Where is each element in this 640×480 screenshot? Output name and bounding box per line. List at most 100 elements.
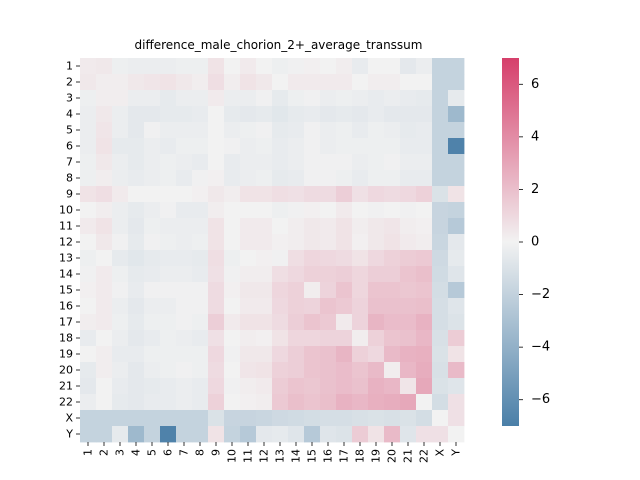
heatmap-cell-22-X bbox=[432, 394, 449, 411]
heatmap-cell-8-11 bbox=[240, 170, 257, 187]
heatmap-cell-Y-2 bbox=[96, 426, 113, 443]
heatmap-cell-20-X bbox=[432, 362, 449, 379]
heatmap-cell-5-5 bbox=[144, 122, 161, 139]
heatmap-cell-19-4 bbox=[128, 346, 145, 363]
heatmap-cell-9-7 bbox=[176, 186, 193, 203]
heatmap-cell-8-12 bbox=[256, 170, 273, 187]
heatmap-cell-4-12 bbox=[256, 106, 273, 123]
heatmap-cell-3-4 bbox=[128, 90, 145, 107]
heatmap-cell-2-18 bbox=[352, 74, 369, 91]
heatmap-cell-7-15 bbox=[304, 154, 321, 171]
heatmap-cell-19-1 bbox=[80, 346, 97, 363]
heatmap-cell-1-13 bbox=[272, 58, 289, 75]
heatmap-cell-15-12 bbox=[256, 282, 273, 299]
heatmap-cell-20-8 bbox=[192, 362, 209, 379]
heatmap-cell-16-8 bbox=[192, 298, 209, 315]
heatmap-cell-4-9 bbox=[208, 106, 225, 123]
heatmap-cell-11-22 bbox=[416, 218, 433, 235]
heatmap-cell-3-X bbox=[432, 90, 449, 107]
heatmap-cell-Y-14 bbox=[288, 426, 305, 443]
heatmap-cell-1-22 bbox=[416, 58, 433, 75]
heatmap-cell-Y-13 bbox=[272, 426, 289, 443]
heatmap-cell-17-17 bbox=[336, 314, 353, 331]
heatmap-cell-4-3 bbox=[112, 106, 129, 123]
heatmap-cell-20-10 bbox=[224, 362, 241, 379]
heatmap-cell-13-X bbox=[432, 250, 449, 267]
heatmap-cell-13-16 bbox=[320, 250, 337, 267]
heatmap-cell-14-17 bbox=[336, 266, 353, 283]
heatmap-cell-6-5 bbox=[144, 138, 161, 155]
heatmap-cell-9-16 bbox=[320, 186, 337, 203]
heatmap-cell-17-5 bbox=[144, 314, 161, 331]
heatmap-cell-17-4 bbox=[128, 314, 145, 331]
y-tick-label-18: 18 bbox=[59, 332, 73, 345]
heatmap-cell-16-13 bbox=[272, 298, 289, 315]
heatmap-cell-14-9 bbox=[208, 266, 225, 283]
heatmap-cell-17-9 bbox=[208, 314, 225, 331]
heatmap-cell-15-11 bbox=[240, 282, 257, 299]
x-tick-label-19: 19 bbox=[370, 449, 383, 463]
heatmap-cell-Y-10 bbox=[224, 426, 241, 443]
x-tick-label-1: 1 bbox=[82, 449, 95, 456]
heatmap-cell-5-Y bbox=[448, 122, 465, 139]
heatmap-cell-17-13 bbox=[272, 314, 289, 331]
heatmap-cell-14-X bbox=[432, 266, 449, 283]
heatmap-cell-13-2 bbox=[96, 250, 113, 267]
heatmap-cell-21-10 bbox=[224, 378, 241, 395]
heatmap-cell-20-9 bbox=[208, 362, 225, 379]
heatmap-cell-1-9 bbox=[208, 58, 225, 75]
heatmap-cell-21-3 bbox=[112, 378, 129, 395]
y-tick-label-4: 4 bbox=[66, 108, 73, 121]
heatmap-cell-Y-18 bbox=[352, 426, 369, 443]
heatmap-cell-13-9 bbox=[208, 250, 225, 267]
heatmap-cell-8-17 bbox=[336, 170, 353, 187]
heatmap-cell-3-11 bbox=[240, 90, 257, 107]
heatmap-cell-4-4 bbox=[128, 106, 145, 123]
heatmap-cell-9-5 bbox=[144, 186, 161, 203]
heatmap-cell-22-Y bbox=[448, 394, 465, 411]
heatmap-cell-6-16 bbox=[320, 138, 337, 155]
heatmap-cell-21-9 bbox=[208, 378, 225, 395]
heatmap-cell-6-1 bbox=[80, 138, 97, 155]
heatmap-cell-18-16 bbox=[320, 330, 337, 347]
heatmap-cell-11-14 bbox=[288, 218, 305, 235]
y-tick-label-20: 20 bbox=[59, 364, 73, 377]
heatmap-cell-8-22 bbox=[416, 170, 433, 187]
y-tick-label-11: 11 bbox=[59, 220, 73, 233]
heatmap-cell-22-14 bbox=[288, 394, 305, 411]
heatmap-cell-19-9 bbox=[208, 346, 225, 363]
heatmap-cell-12-18 bbox=[352, 234, 369, 251]
heatmap-cell-3-18 bbox=[352, 90, 369, 107]
heatmap-cell-20-19 bbox=[368, 362, 385, 379]
heatmap-cell-20-1 bbox=[80, 362, 97, 379]
heatmap-cell-18-1 bbox=[80, 330, 97, 347]
x-tick-label-6: 6 bbox=[162, 449, 175, 456]
heatmap-cell-13-Y bbox=[448, 250, 465, 267]
heatmap-cell-21-7 bbox=[176, 378, 193, 395]
heatmap-cell-X-1 bbox=[80, 410, 97, 427]
chart-title: difference_male_chorion_2+_average_trans… bbox=[135, 38, 423, 52]
heatmap-cell-5-2 bbox=[96, 122, 113, 139]
heatmap-cell-18-8 bbox=[192, 330, 209, 347]
heatmap-cell-6-7 bbox=[176, 138, 193, 155]
heatmap-cell-7-19 bbox=[368, 154, 385, 171]
heatmap-cell-2-16 bbox=[320, 74, 337, 91]
heatmap-cell-9-Y bbox=[448, 186, 465, 203]
heatmap-cell-19-22 bbox=[416, 346, 433, 363]
heatmap-cell-11-2 bbox=[96, 218, 113, 235]
heatmap-cell-7-1 bbox=[80, 154, 97, 171]
heatmap-cell-20-16 bbox=[320, 362, 337, 379]
heatmap-cell-15-10 bbox=[224, 282, 241, 299]
heatmap-cell-17-1 bbox=[80, 314, 97, 331]
heatmap-cell-9-14 bbox=[288, 186, 305, 203]
heatmap-cell-3-14 bbox=[288, 90, 305, 107]
heatmap-cell-12-17 bbox=[336, 234, 353, 251]
heatmap-cell-18-19 bbox=[368, 330, 385, 347]
heatmap-cell-14-6 bbox=[160, 266, 177, 283]
heatmap-cell-X-22 bbox=[416, 410, 433, 427]
heatmap-cell-10-21 bbox=[400, 202, 417, 219]
heatmap-cell-17-18 bbox=[352, 314, 369, 331]
heatmap-cell-8-4 bbox=[128, 170, 145, 187]
heatmap-cell-10-Y bbox=[448, 202, 465, 219]
heatmap-cell-13-20 bbox=[384, 250, 401, 267]
